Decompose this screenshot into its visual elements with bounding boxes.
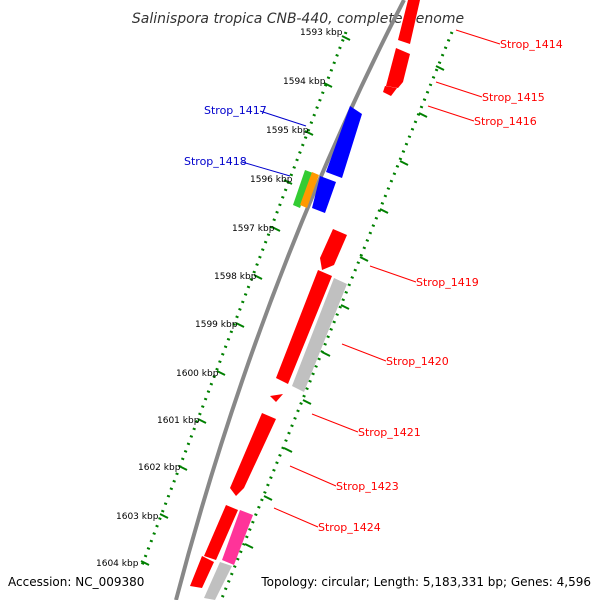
gene-strop-1420-gray[interactable] (292, 278, 347, 392)
kbp-tick-1601: 1601 kbp (157, 416, 207, 426)
kbp-label: 1593 kbp (300, 28, 343, 38)
gene-label[interactable]: Strop_1414 (500, 38, 563, 51)
genome-backbone (174, 0, 406, 600)
gene-strop-1425-gray[interactable] (204, 562, 232, 600)
gene-label[interactable]: Strop_1421 (358, 426, 421, 439)
gene-strop-1424-magenta[interactable] (222, 510, 253, 565)
kbp-tick-1600: 1600 kbp (176, 369, 226, 379)
gene-label[interactable]: Strop_1415 (482, 91, 545, 104)
gene-label[interactable]: Strop_1424 (318, 521, 381, 534)
outer-tick-ring (220, 31, 454, 599)
genome-summary-text: Topology: circular; Length: 5,183,331 bp… (260, 575, 591, 589)
kbp-tick-1604: 1604 kbp (96, 559, 150, 569)
kbp-label: 1599 kbp (195, 320, 238, 330)
outer-ring-ticks (244, 65, 445, 549)
gene-strop-1418-orange[interactable] (300, 172, 319, 208)
kbp-label: 1601 kbp (157, 416, 200, 426)
gene-strop-1421[interactable] (270, 394, 283, 402)
kbp-tick-1598: 1598 kbp (214, 272, 263, 282)
gene-strop-1415[interactable] (386, 48, 410, 88)
gene-strop-1414[interactable] (398, 0, 420, 44)
gene-strop-1417[interactable] (326, 106, 362, 178)
kbp-label: 1598 kbp (214, 272, 257, 282)
map-title: Salinispora tropica CNB-440, complete ge… (132, 11, 464, 27)
kbp-tick-1602: 1602 kbp (138, 463, 188, 473)
gene-strop-1425-red[interactable] (190, 556, 214, 588)
kbp-tick-1595: 1595 kbp (266, 126, 314, 136)
kbp-tick-1596: 1596 kbp (250, 175, 293, 185)
kbp-label: 1600 kbp (176, 369, 219, 379)
gene-strop-1419[interactable] (320, 229, 347, 270)
kbp-label: 1604 kbp (96, 559, 139, 569)
gene-label[interactable]: Strop_1420 (386, 355, 449, 368)
kbp-label: 1602 kbp (138, 463, 181, 473)
gene-label[interactable]: Strop_1418 (184, 155, 247, 168)
gene-strop-1418-blue[interactable] (312, 176, 336, 213)
gene-strop-1415-head[interactable] (383, 86, 397, 96)
kbp-tick-1597: 1597 kbp (232, 224, 281, 234)
kbp-label: 1603 kbp (116, 512, 159, 522)
kbp-label: 1597 kbp (232, 224, 275, 234)
gene-strop-1420-red[interactable] (276, 270, 332, 384)
gene-label[interactable]: Strop_1417 (204, 104, 267, 117)
label-leader-lines (273, 29, 501, 528)
gene-strop-1424-red[interactable] (204, 505, 238, 560)
kbp-tick-1599: 1599 kbp (195, 320, 245, 330)
kbp-label: 1595 kbp (266, 126, 309, 136)
gene-strop-1418-green[interactable] (293, 170, 313, 208)
gene-label[interactable]: Strop_1416 (474, 115, 537, 128)
gene-strop-1423[interactable] (230, 413, 276, 496)
gene-label[interactable]: Strop_1423 (336, 480, 399, 493)
label-leader-lines-reverse (241, 110, 307, 177)
kbp-tick-1593: 1593 kbp (300, 28, 351, 41)
accession-text: Accession: NC_009380 (8, 575, 144, 589)
kbp-tick-1603: 1603 kbp (116, 512, 169, 522)
gene-label[interactable]: Strop_1419 (416, 276, 479, 289)
kbp-label: 1596 kbp (250, 175, 293, 185)
kbp-tick-1594: 1594 kbp (283, 77, 333, 88)
kbp-label: 1594 kbp (283, 77, 326, 87)
